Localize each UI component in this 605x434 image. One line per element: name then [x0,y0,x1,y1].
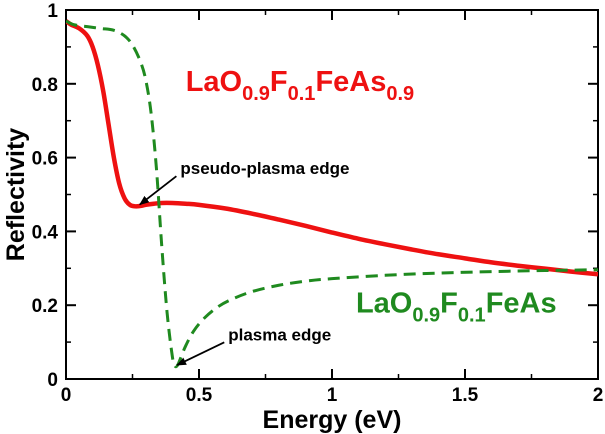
x-axis-label: Energy (eV) [263,406,402,434]
annotation-label: plasma edge [228,325,331,344]
y-tick-label: 0.4 [32,222,59,243]
annotation-arrow [176,341,225,366]
subscript: 0.9 [386,83,414,105]
series-label-0: LaO0.9F0.1FeAs0.9 [186,66,414,105]
label-text: LaO [356,288,412,320]
x-tick-label: 2 [593,385,604,406]
y-tick-label: 0.8 [32,75,58,96]
y-tick-label: 1 [47,1,58,22]
series-line-lao09f01feas09 [66,19,598,277]
subscript: 0.1 [458,305,486,327]
x-tick-label: 1 [327,385,338,406]
label-text: FeAs [486,288,557,320]
x-tick-label: 1.5 [452,385,479,406]
annotation-arrow [139,175,177,206]
label-text: FeAs [315,66,386,98]
y-tick-label: 0.2 [32,296,58,317]
subscript: 0.1 [288,83,316,105]
x-tick-label: 0 [61,385,72,406]
label-text: F [440,288,458,320]
y-axis-label: Reflectivity [2,128,30,261]
plot-area: 0 0.5 1 1.5 2 0 0.2 0.4 0.6 0.8 1 pseudo-plasma edg… [32,1,604,406]
label-text: F [270,66,288,98]
y-tick-label: 0.6 [32,149,58,170]
subscript: 0.9 [412,305,440,327]
x-tick-label: 0.5 [186,385,213,406]
y-tick-label: 0 [47,370,58,391]
subscript: 0.9 [242,83,270,105]
annotation-label: pseudo-plasma edge [180,159,349,178]
series-label-1: LaO0.9F0.1FeAs [356,288,557,327]
label-text: LaO [186,66,242,98]
